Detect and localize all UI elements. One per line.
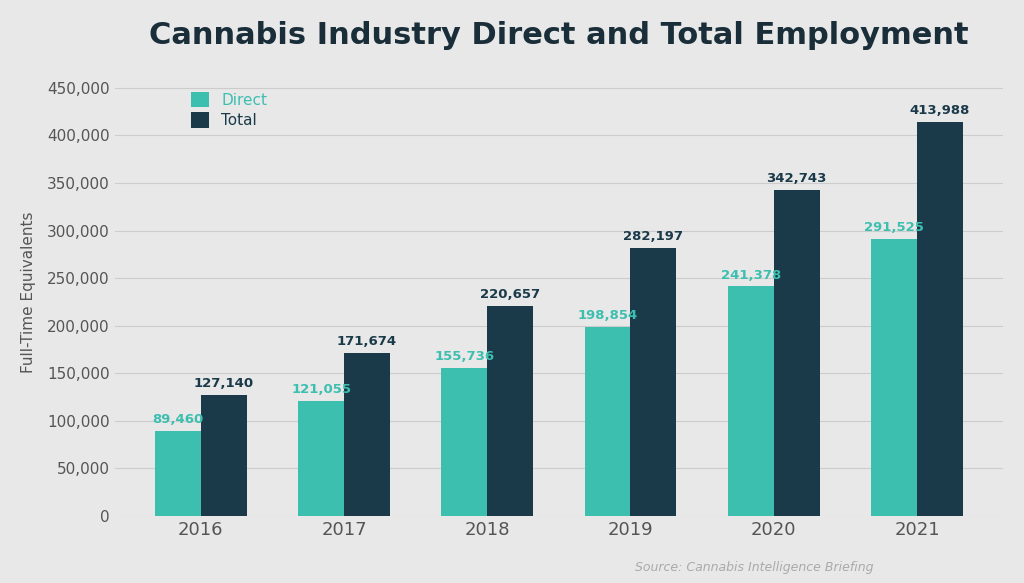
Text: 155,736: 155,736 <box>434 350 495 363</box>
Bar <box>155 431 201 516</box>
Title: Cannabis Industry Direct and Total Employment: Cannabis Industry Direct and Total Emplo… <box>150 21 969 50</box>
Text: 220,657: 220,657 <box>480 289 541 301</box>
Text: 241,378: 241,378 <box>721 269 781 282</box>
Bar <box>201 395 247 516</box>
Bar <box>298 401 344 516</box>
Text: 198,854: 198,854 <box>578 309 638 322</box>
Bar <box>916 122 963 516</box>
Text: 291,525: 291,525 <box>864 221 924 234</box>
Text: 413,988: 413,988 <box>909 104 970 117</box>
Bar <box>871 238 916 516</box>
Bar <box>585 327 631 516</box>
Y-axis label: Full-Time Equivalents: Full-Time Equivalents <box>20 212 36 373</box>
Bar <box>631 248 676 516</box>
Legend: Direct, Total: Direct, Total <box>184 86 273 134</box>
Text: 121,055: 121,055 <box>291 383 351 396</box>
Bar <box>487 306 534 516</box>
Text: Source: Cannabis Intelligence Briefing: Source: Cannabis Intelligence Briefing <box>635 561 873 574</box>
Text: 171,674: 171,674 <box>337 335 397 348</box>
Bar <box>728 286 774 516</box>
Text: 89,460: 89,460 <box>153 413 204 426</box>
Text: 127,140: 127,140 <box>194 377 254 390</box>
Bar <box>441 368 487 516</box>
Text: 282,197: 282,197 <box>624 230 683 243</box>
Text: 342,743: 342,743 <box>766 172 826 185</box>
Bar <box>344 353 390 516</box>
Bar <box>774 190 819 516</box>
